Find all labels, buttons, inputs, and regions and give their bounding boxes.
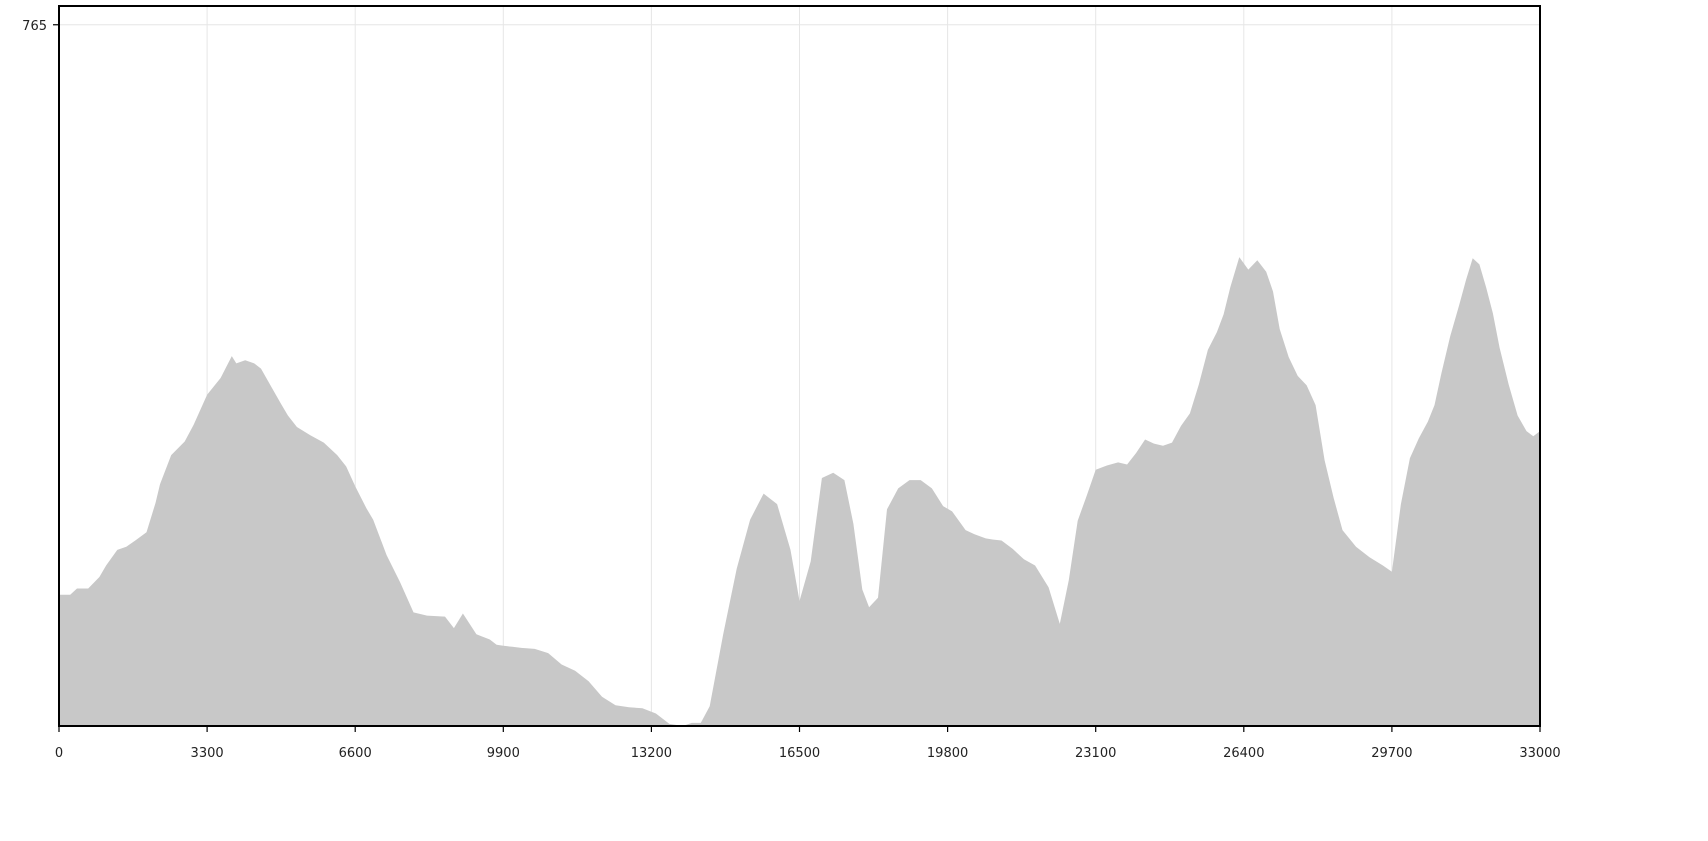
- x-tick-label: 26400: [1223, 746, 1264, 761]
- x-tick-label: 6600: [339, 746, 372, 761]
- x-tick-label: 3300: [191, 746, 224, 761]
- x-axis-ticks: 0 3300 6600 9900 13200 16500 19800 23100 26400 29…: [55, 726, 1561, 761]
- x-tick-label: 23100: [1075, 746, 1116, 761]
- x-tick-label: 19800: [927, 746, 968, 761]
- y-axis-ticks: 765: [22, 19, 59, 34]
- x-tick-label: 29700: [1371, 746, 1412, 761]
- y-tick-label: 765: [22, 19, 47, 34]
- elevation-area: [59, 257, 1540, 726]
- x-tick-label: 9900: [487, 746, 520, 761]
- x-tick-label: 13200: [631, 746, 672, 761]
- x-tick-label: 16500: [779, 746, 820, 761]
- x-tick-label: 0: [55, 746, 63, 761]
- x-tick-label: 33000: [1519, 746, 1560, 761]
